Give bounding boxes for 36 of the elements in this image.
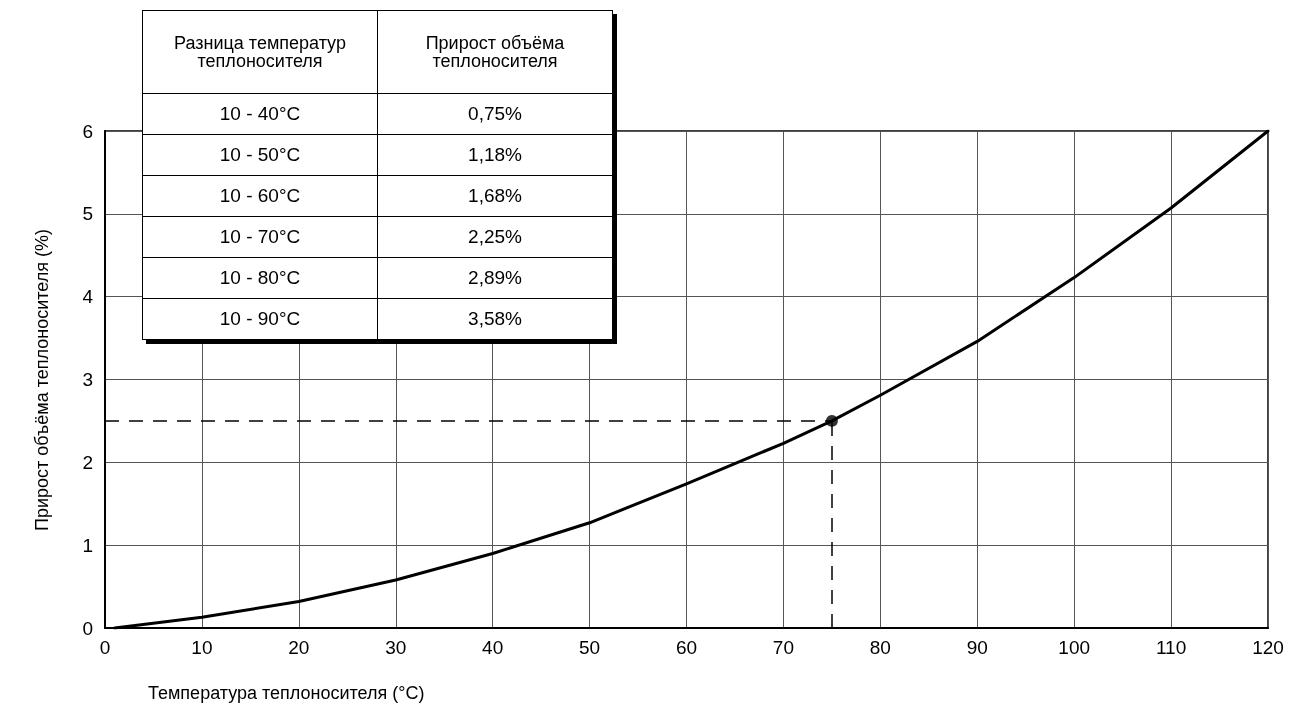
annotation: 10 - 80°C bbox=[142, 257, 378, 299]
x-tick-label: 0 bbox=[99, 637, 111, 658]
x-tick-label: 120 bbox=[1252, 637, 1284, 658]
y-tick-label: 1 bbox=[82, 534, 93, 556]
x-tick-label: 90 bbox=[966, 637, 988, 658]
x-tick-label: 110 bbox=[1155, 637, 1187, 658]
text: 10 - 40°C bbox=[219, 103, 301, 124]
y-tick-label: 2 bbox=[82, 451, 93, 473]
annotation: 10 - 90°C bbox=[142, 298, 378, 340]
x-tick-label: 60 bbox=[675, 637, 698, 658]
text: Разница температур теплоносителя bbox=[174, 33, 346, 71]
x-tick-label: 70 bbox=[772, 637, 794, 658]
text: 0,75% bbox=[468, 103, 522, 124]
annotation: 3,58% bbox=[377, 298, 613, 340]
y-tick-label: 4 bbox=[82, 286, 94, 308]
x-tick-label: 50 bbox=[579, 637, 601, 658]
x-tick-label: 30 bbox=[385, 637, 407, 658]
text: Прирост объёма теплоносителя bbox=[425, 33, 565, 71]
x-tick-label: 100 bbox=[1058, 637, 1091, 658]
y-axis-title: Прирост объёма теплоносителя (%) bbox=[32, 229, 52, 531]
annotation: 2,25% bbox=[377, 216, 613, 258]
y-tick-label: 0 bbox=[82, 617, 93, 639]
x-axis-title: Температура теплоносителя (°C) bbox=[148, 683, 425, 703]
annotation: 1,68% bbox=[377, 175, 613, 217]
x-tick-label: 10 bbox=[191, 637, 213, 658]
y-tick-label: 3 bbox=[82, 369, 93, 390]
annotation: 10 - 50°C bbox=[142, 134, 378, 176]
y-tick-label: 5 bbox=[82, 203, 93, 225]
annotation: 10 - 60°C bbox=[142, 175, 378, 217]
y-tick-label: 6 bbox=[82, 120, 93, 142]
x-tick-label: 20 bbox=[288, 637, 310, 658]
x-tick-label: 40 bbox=[482, 637, 504, 658]
annotation: 10 - 70°C bbox=[142, 216, 378, 258]
annotation: 1,18% bbox=[377, 134, 613, 176]
x-tick-label: 80 bbox=[869, 637, 891, 658]
annotation: 2,89% bbox=[377, 257, 613, 299]
